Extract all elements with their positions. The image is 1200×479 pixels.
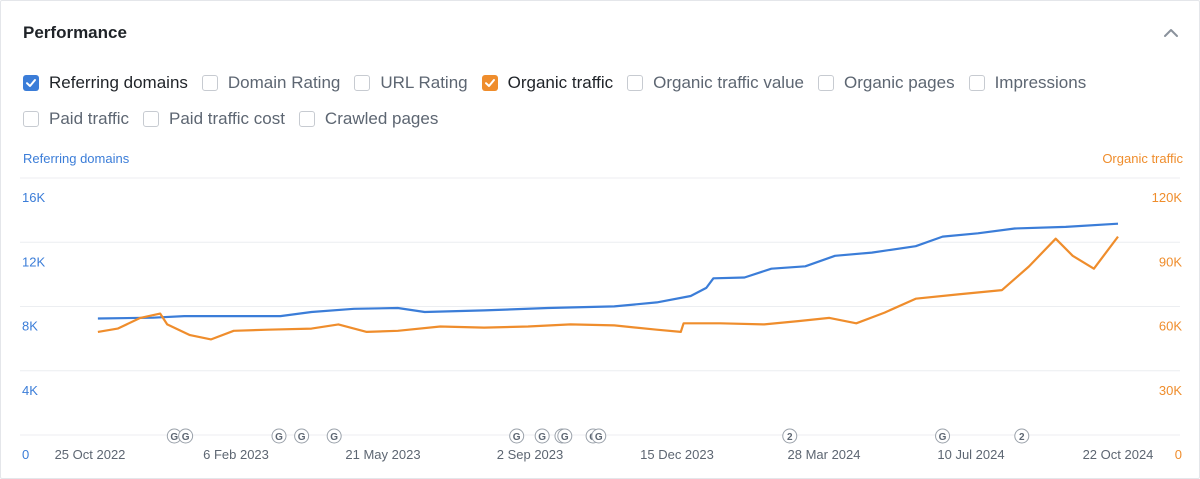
update-marker-label: 2 [787,432,793,443]
check-icon [26,79,36,87]
chevron-up-icon[interactable] [1161,23,1181,43]
metric-options: Referring domains Domain Rating URL Rating… [23,71,1183,143]
update-marker [1014,428,1030,444]
x-axis-tick: 21 May 2023 [345,447,420,462]
series-line-organic-traffic [97,235,1119,341]
update-marker [294,428,310,444]
metric-option-paid-traffic[interactable]: Paid traffic [23,109,129,129]
metric-checkbox-organic-traffic-value[interactable] [627,75,644,91]
right-axis-tick: 90K [1159,254,1182,269]
right-axis-title: Organic traffic [1102,151,1183,166]
left-axis-tick: 16K [22,190,45,205]
metric-label: Crawled pages [324,109,439,128]
metric-label: Paid traffic [49,109,130,128]
metric-checkbox-url-rating[interactable] [354,75,371,91]
x-axis-tick: 2 Sep 2023 [497,447,564,462]
metric-option-domain-rating[interactable]: Domain Rating [201,73,341,93]
update-marker-label: G [595,432,603,443]
panel-title: Performance [23,23,127,42]
update-marker-label: G [182,432,190,443]
metric-options-row: Referring domains Domain Rating URL Rating… [23,71,1183,95]
metric-option-organic-traffic[interactable]: Organic traffic [481,73,614,93]
metric-label: Organic traffic [507,73,614,92]
update-marker-label: G [939,432,947,443]
right-axis-tick: 0 [1175,447,1182,462]
update-marker-label: G [513,432,521,443]
right-axis-tick: 60K [1159,319,1182,334]
metric-label: Paid traffic cost [169,109,285,128]
metric-checkbox-domain-rating[interactable] [201,75,218,91]
metric-checkbox-paid-traffic-cost[interactable] [143,111,160,127]
update-marker-label: G [561,432,569,443]
metric-label: Domain Rating [227,73,341,92]
metric-option-organic-pages[interactable]: Organic pages [818,73,955,93]
x-axis-tick: 15 Dec 2023 [640,447,714,462]
metric-checkbox-impressions[interactable] [968,75,985,91]
left-axis-tick: 8K [22,319,38,334]
metric-checkbox-referring-domains[interactable] [23,75,39,91]
update-marker [326,428,342,444]
metric-option-url-rating[interactable]: URL Rating [354,73,468,93]
left-axis-tick: 12K [22,254,45,269]
update-marker [271,428,287,444]
metric-option-impressions[interactable]: Impressions [968,73,1087,93]
update-marker [591,428,607,444]
left-axis-tick: 0 [22,447,29,462]
left-axis-title: Referring domains [23,151,130,166]
x-axis-tick: 6 Feb 2023 [203,447,269,462]
left-axis-tick: 4K [22,383,38,398]
series-line-referring-domains [97,222,1119,320]
metric-label: URL Rating [380,73,468,92]
right-axis-tick: 30K [1159,383,1182,398]
metric-checkbox-crawled-pages[interactable] [298,111,315,127]
metric-option-paid-traffic-cost[interactable]: Paid traffic cost [143,109,285,129]
update-marker-label: G [298,432,306,443]
metric-checkbox-paid-traffic[interactable] [23,111,39,127]
metric-options-row: Paid traffic Paid traffic cost Crawled pag… [23,107,1183,131]
metric-option-organic-traffic-value[interactable]: Organic traffic value [627,73,804,93]
update-marker-label: G [275,432,283,443]
x-axis-tick: 22 Oct 2024 [1083,447,1154,462]
update-marker [782,428,798,444]
metric-label: Impressions [994,73,1087,92]
x-axis-tick: 25 Oct 2022 [55,447,126,462]
update-marker [178,428,194,444]
metric-label: Organic pages [844,73,955,92]
x-axis-tick: 28 Mar 2024 [788,447,861,462]
update-marker [534,428,550,444]
update-marker-label: G [538,432,546,443]
x-axis-tick: 10 Jul 2024 [937,447,1004,462]
check-icon [484,79,495,87]
metric-label: Referring domains [49,73,188,92]
update-marker [935,428,951,444]
metric-option-referring-domains[interactable]: Referring domains [23,73,188,93]
update-marker-label: G [330,432,338,443]
update-marker-label: G [170,432,178,443]
metric-label: Organic traffic value [653,73,804,92]
right-axis-tick: 120K [1152,190,1183,205]
update-marker-label: 2 [1019,432,1025,443]
metric-checkbox-organic-pages[interactable] [818,75,834,91]
update-marker [557,428,573,444]
metric-option-crawled-pages[interactable]: Crawled pages [298,109,439,129]
metric-checkbox-organic-traffic[interactable] [481,75,498,91]
update-marker [509,428,525,444]
